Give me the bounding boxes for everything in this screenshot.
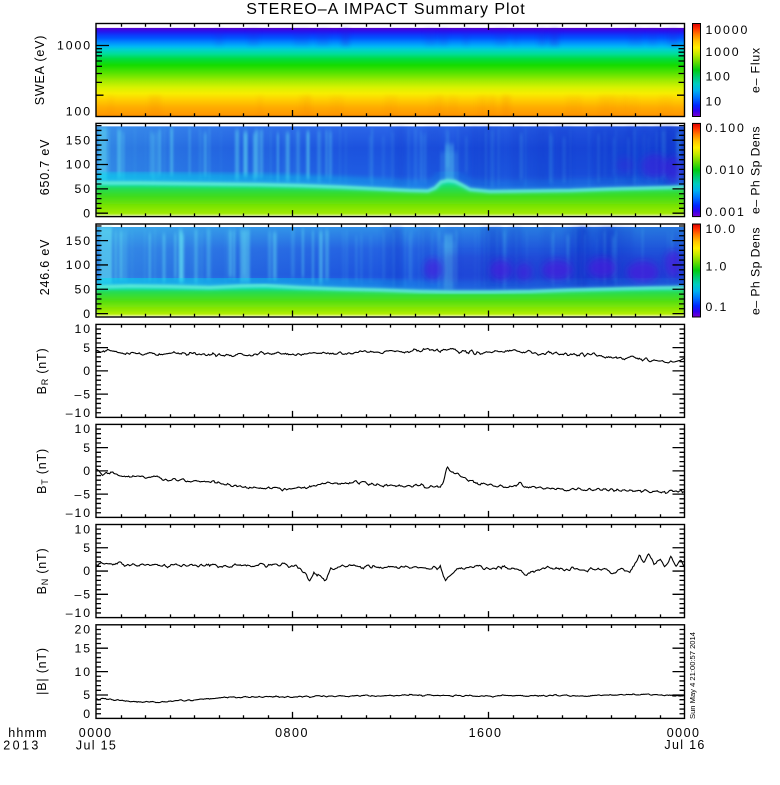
svg-text:10: 10 [706, 95, 723, 109]
svg-text:0000: 0000 [79, 726, 113, 740]
svg-text:0: 0 [83, 206, 92, 220]
svg-text:100: 100 [66, 158, 92, 172]
svg-text:1000: 1000 [57, 39, 92, 53]
svg-text:–5: –5 [75, 587, 92, 601]
svg-text:0.001: 0.001 [706, 205, 746, 219]
svg-text:10: 10 [75, 422, 92, 436]
svg-text:STEREO–A IMPACT Summary Plot: STEREO–A IMPACT Summary Plot [246, 1, 525, 18]
svg-text:–10: –10 [66, 506, 92, 520]
svg-text:BT (nT): BT (nT) [35, 448, 50, 494]
svg-text:10: 10 [75, 322, 92, 336]
svg-text:10.0: 10.0 [706, 222, 738, 236]
svg-text:5: 5 [83, 341, 92, 355]
svg-text:–5: –5 [75, 387, 92, 401]
svg-text:246.6 eV: 246.6 eV [38, 239, 52, 295]
svg-text:150: 150 [66, 234, 92, 248]
svg-text:20: 20 [75, 623, 92, 637]
svg-text:100: 100 [66, 258, 92, 272]
svg-text:0: 0 [83, 307, 92, 321]
svg-text:2013: 2013 [3, 739, 40, 753]
svg-text:SWEA (eV): SWEA (eV) [33, 35, 47, 105]
svg-text:–10: –10 [66, 606, 92, 620]
svg-text:650.7 eV: 650.7 eV [38, 139, 52, 195]
svg-text:5: 5 [83, 441, 92, 455]
svg-text:50: 50 [75, 182, 92, 196]
svg-text:e– Ph Sp Dens: e– Ph Sp Dens [749, 126, 763, 214]
svg-text:0: 0 [83, 464, 92, 478]
svg-text:1.0: 1.0 [706, 260, 729, 274]
svg-text:10: 10 [75, 522, 92, 536]
svg-text:0: 0 [83, 364, 92, 378]
svg-text:50: 50 [75, 282, 92, 296]
svg-text:Jul 15: Jul 15 [76, 739, 117, 753]
svg-text:1000: 1000 [706, 45, 741, 59]
svg-text:150: 150 [66, 133, 92, 147]
svg-text:5: 5 [83, 688, 92, 702]
svg-text:0.1: 0.1 [706, 300, 729, 314]
svg-text:Jul 16: Jul 16 [664, 738, 705, 752]
svg-text:5: 5 [83, 541, 92, 555]
svg-text:BN (nT): BN (nT) [35, 548, 50, 595]
svg-text:0.010: 0.010 [706, 163, 746, 177]
svg-text:100: 100 [706, 70, 732, 84]
svg-text:10: 10 [75, 665, 92, 679]
svg-text:0800: 0800 [275, 726, 309, 740]
svg-text:–5: –5 [75, 487, 92, 501]
svg-text:0000: 0000 [667, 726, 701, 740]
svg-text:1600: 1600 [469, 726, 503, 740]
svg-text:15: 15 [75, 641, 92, 655]
svg-text:hhmm: hhmm [8, 726, 48, 740]
svg-text:BR (nT): BR (nT) [35, 348, 50, 395]
svg-text:Sun May 4 21:00:57 2014: Sun May 4 21:00:57 2014 [688, 632, 697, 719]
svg-text:10000: 10000 [706, 23, 750, 37]
svg-text:e– Flux: e– Flux [749, 47, 763, 93]
svg-text:–10: –10 [66, 406, 92, 420]
svg-text:0: 0 [83, 564, 92, 578]
svg-text:e– Ph Sp Dens: e– Ph Sp Dens [749, 227, 763, 315]
svg-text:|B| (nT): |B| (nT) [35, 647, 49, 695]
svg-text:0.100: 0.100 [706, 121, 746, 135]
svg-text:100: 100 [66, 105, 92, 119]
svg-text:0: 0 [83, 707, 92, 721]
